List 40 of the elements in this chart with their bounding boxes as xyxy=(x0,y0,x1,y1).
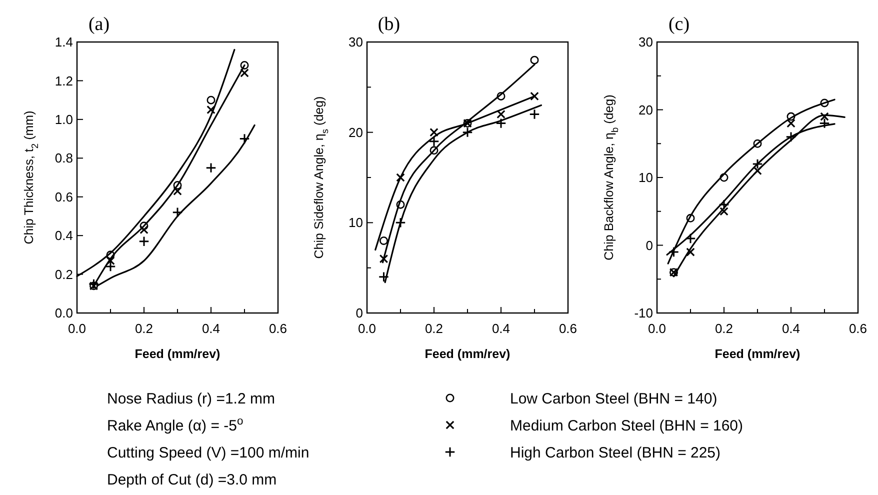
y-tick-label: -10 xyxy=(634,306,653,321)
y-tick-label: 10 xyxy=(348,215,363,230)
x-tick-label: 0.2 xyxy=(134,321,154,336)
text: Rake Angle (α) = -5$^{o}$ xyxy=(107,415,244,434)
y-tick-label: 30 xyxy=(348,34,363,50)
y-tick-label: 0 xyxy=(356,306,363,321)
text: Nose Radius (r) =1.2 mm xyxy=(107,390,275,408)
y-tick-label: 0.6 xyxy=(54,189,73,204)
x-tick-label: 0.2 xyxy=(714,321,734,336)
x-axis-title: Feed (mm/rev) xyxy=(714,347,800,361)
x-axis-title: Feed (mm/rev) xyxy=(424,347,510,361)
y-tick-label: 1.4 xyxy=(54,34,73,50)
text: Depth of Cut (d) =3.0 mm xyxy=(107,471,277,488)
x-tick-label: 0.4 xyxy=(492,321,510,336)
x-tick-label: 0.4 xyxy=(782,321,800,336)
y-tick-label: 0.4 xyxy=(54,228,73,244)
chart-title: (c) xyxy=(668,14,690,35)
y-tick-label: 10 xyxy=(638,170,653,186)
text: Low Carbon Steel (BHN = 140) xyxy=(510,390,718,408)
y-tick-label: 0.2 xyxy=(54,266,73,282)
x-tick-label: 0.4 xyxy=(202,321,220,336)
y-tick-label: 0.0 xyxy=(54,306,73,321)
x-tick-label: 0.6 xyxy=(558,321,578,336)
y-tick-label: 20 xyxy=(348,124,363,140)
chart-title: (b) xyxy=(378,14,400,35)
y-tick-label: 0.8 xyxy=(54,150,73,166)
x-tick-label: 0.6 xyxy=(268,321,288,336)
y-tick-label: 1.2 xyxy=(54,73,73,88)
chart-title: (a) xyxy=(88,14,110,35)
x-tick-label: 0.2 xyxy=(424,321,444,336)
text: Medium Carbon Steel (BHN = 160) xyxy=(510,417,744,434)
y-tick-label: 0 xyxy=(646,238,653,253)
text: Cutting Speed (V) =100 m/min xyxy=(107,444,310,462)
x-axis-title: Feed (mm/rev) xyxy=(134,347,220,361)
x-tick-label: 0.6 xyxy=(848,321,868,336)
text: High Carbon Steel (BHN = 225) xyxy=(510,444,721,462)
x-tick-label: 0.0 xyxy=(68,321,86,336)
y-tick-label: 20 xyxy=(638,102,653,118)
y-tick-label: 30 xyxy=(638,34,653,50)
y-tick-label: 1.0 xyxy=(54,112,73,127)
